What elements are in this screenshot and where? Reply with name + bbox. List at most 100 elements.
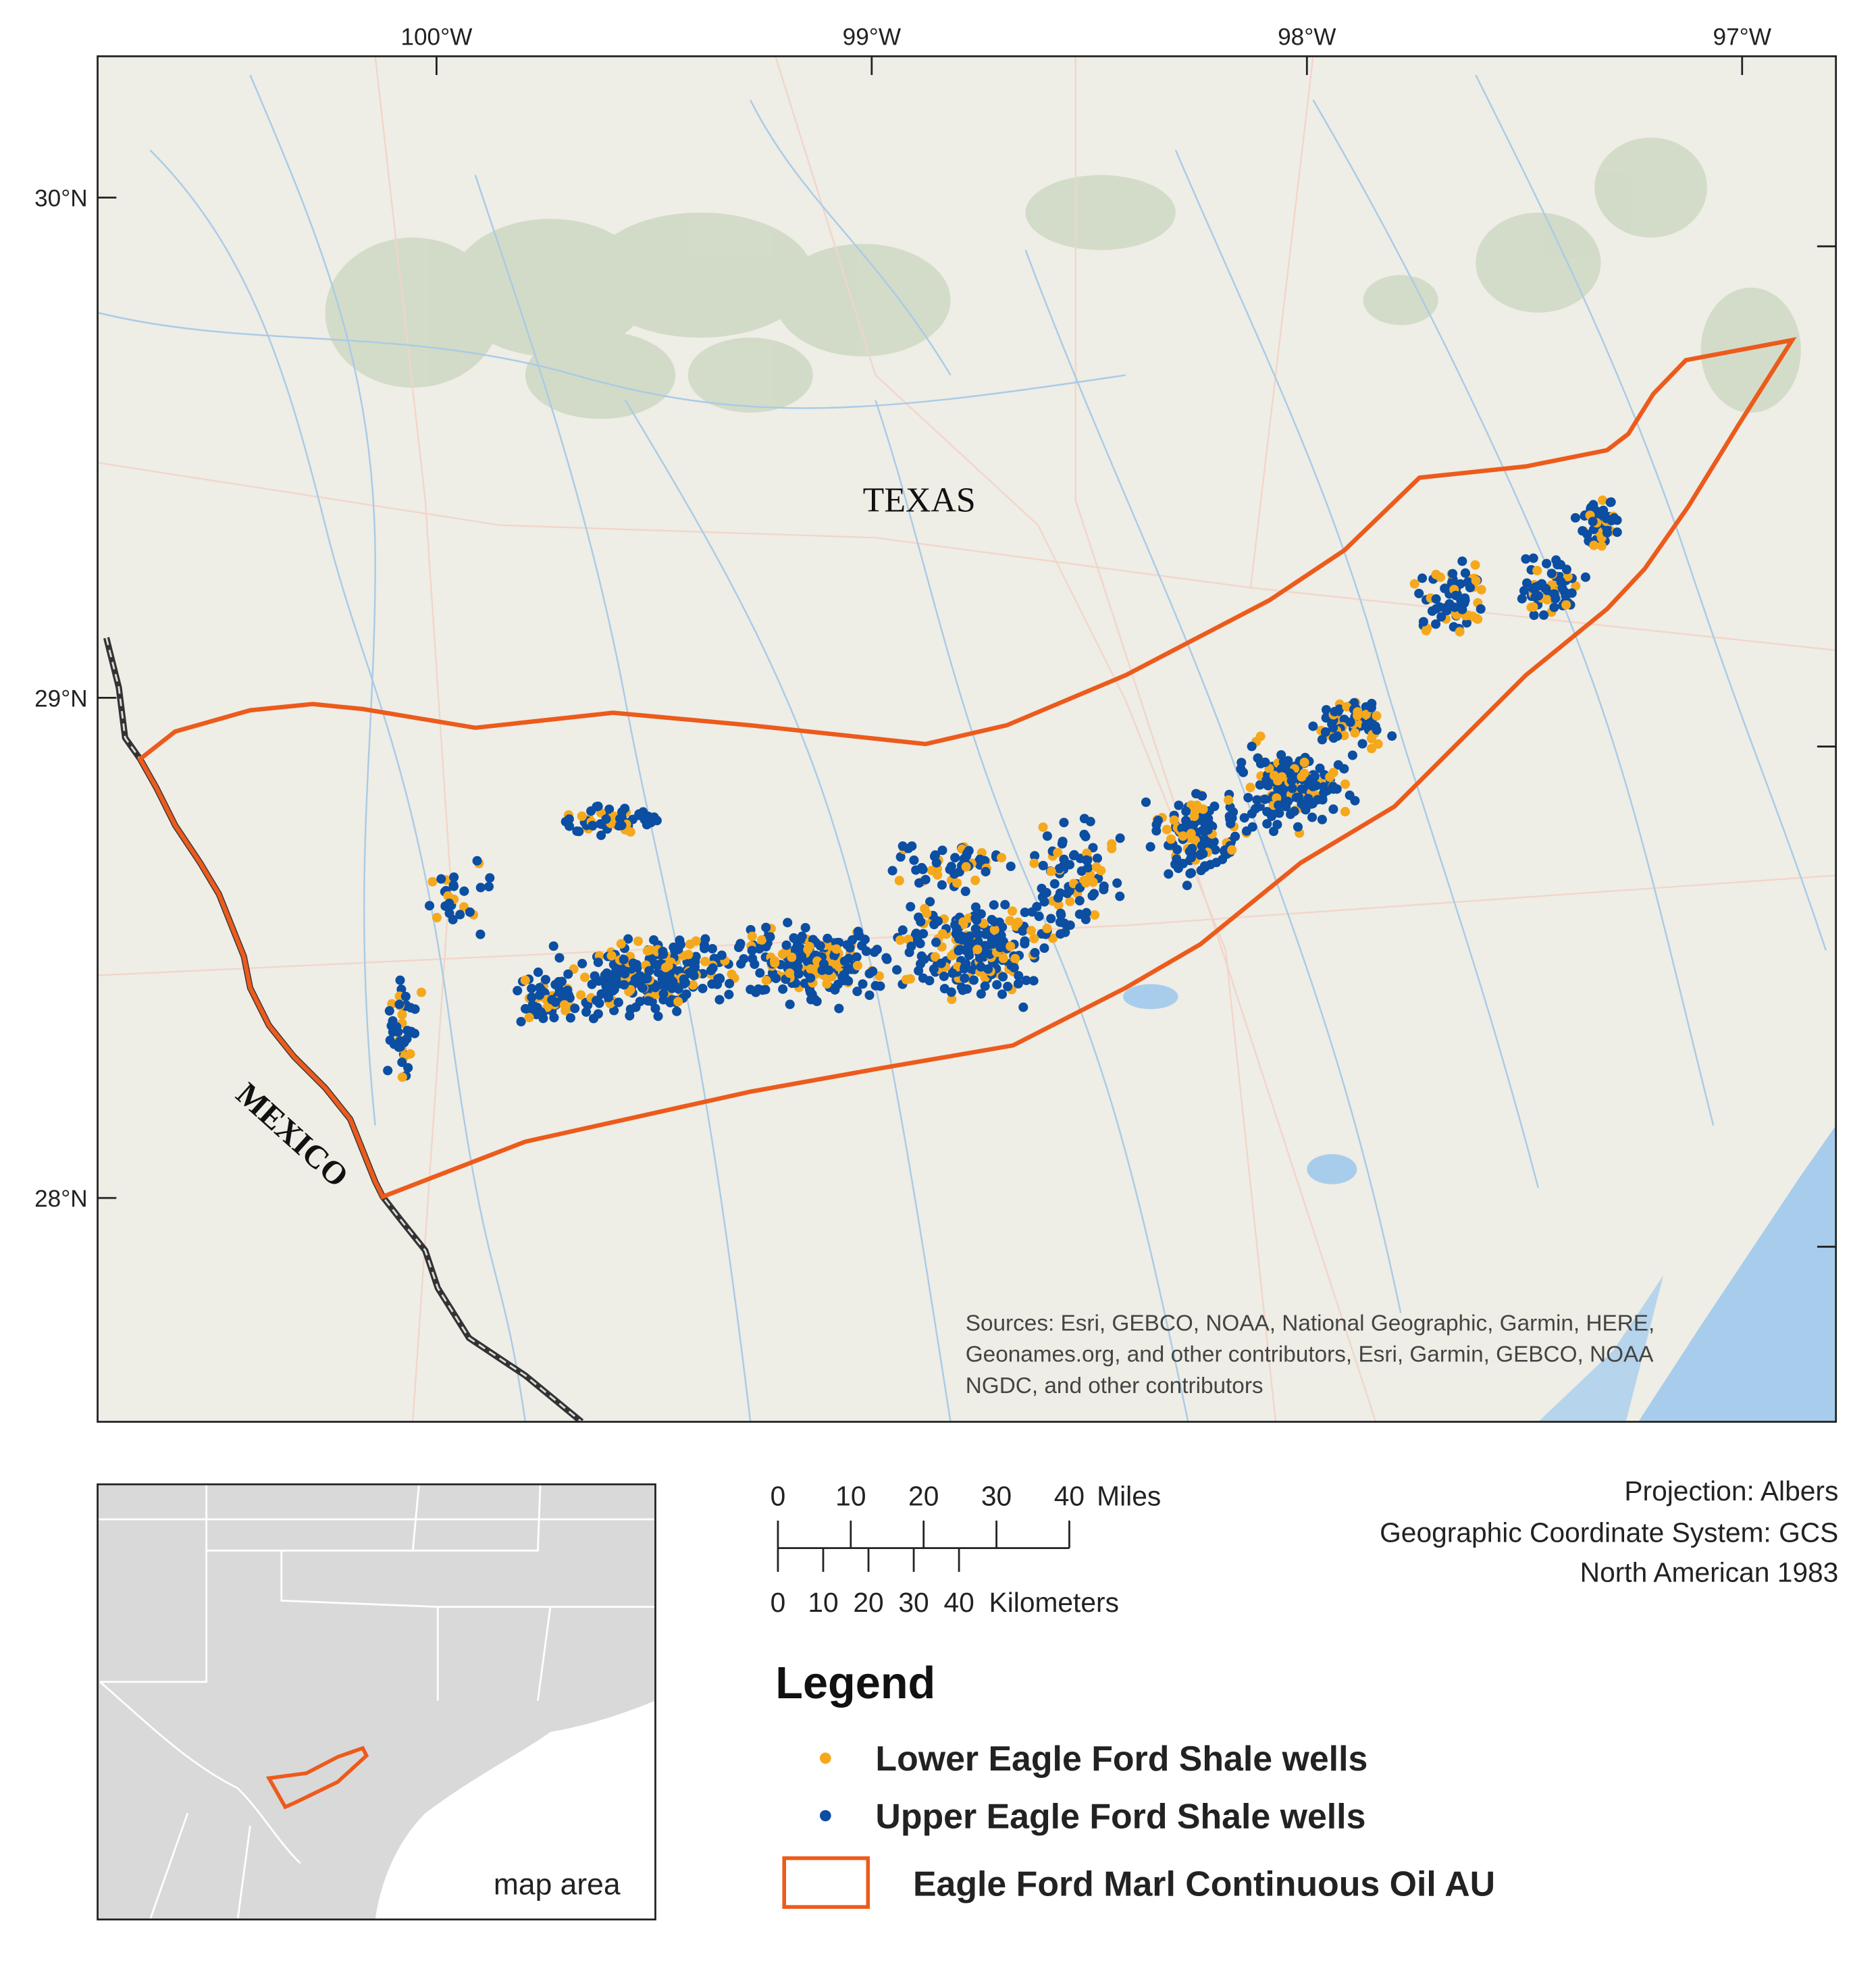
well — [1013, 978, 1023, 989]
well — [1055, 917, 1065, 927]
well — [800, 922, 810, 933]
well — [970, 913, 981, 923]
well — [960, 945, 970, 955]
well — [765, 932, 775, 942]
well — [781, 940, 791, 950]
well — [635, 997, 645, 1007]
well — [796, 934, 806, 944]
well — [402, 1034, 412, 1044]
legend-label: Upper Eagle Ford Shale wells — [875, 1796, 1365, 1835]
well — [904, 947, 914, 958]
well — [1589, 540, 1599, 550]
well — [570, 1003, 580, 1014]
well — [427, 876, 438, 887]
well — [1563, 571, 1573, 581]
well — [444, 898, 454, 908]
longitude-label: 97°W — [1713, 24, 1772, 51]
well — [1387, 731, 1397, 741]
well — [1455, 627, 1465, 637]
well — [588, 1014, 599, 1024]
well — [1198, 804, 1208, 814]
well — [698, 983, 708, 993]
well — [1571, 581, 1581, 591]
well — [1046, 866, 1056, 876]
well — [976, 962, 986, 972]
well — [1308, 721, 1318, 731]
well — [588, 820, 598, 831]
well — [1317, 735, 1327, 745]
well — [1282, 796, 1293, 806]
well — [1081, 855, 1091, 865]
well — [793, 969, 804, 979]
well — [1162, 824, 1172, 835]
well — [1247, 741, 1257, 752]
well — [1436, 612, 1447, 622]
well — [1286, 809, 1296, 819]
well — [1065, 920, 1075, 930]
well — [954, 945, 964, 956]
well — [672, 1006, 682, 1016]
well — [1315, 763, 1325, 773]
well — [950, 853, 960, 863]
well — [603, 993, 614, 1003]
well — [1020, 936, 1030, 946]
well — [970, 902, 981, 912]
well — [1582, 529, 1592, 540]
map-frame — [97, 55, 1838, 1423]
well — [1029, 858, 1039, 868]
scale-label: 10 — [808, 1587, 838, 1618]
well — [975, 854, 985, 864]
well — [939, 971, 949, 981]
well — [1357, 739, 1367, 749]
well — [957, 935, 967, 945]
well — [1431, 594, 1441, 604]
well — [1260, 757, 1270, 767]
well — [673, 997, 683, 1007]
well — [1220, 845, 1230, 856]
well — [653, 1011, 663, 1022]
well — [1455, 579, 1465, 589]
well — [625, 827, 635, 837]
well — [572, 826, 582, 836]
well — [628, 958, 638, 968]
well — [1006, 941, 1016, 951]
well — [587, 979, 597, 989]
well — [1145, 842, 1155, 852]
well — [973, 936, 983, 946]
well — [1473, 614, 1483, 624]
well — [1053, 893, 1064, 903]
well — [592, 995, 602, 1005]
well — [1272, 793, 1282, 803]
well — [930, 850, 940, 860]
well — [1363, 719, 1374, 729]
well — [970, 924, 981, 934]
well — [735, 939, 746, 949]
well — [1189, 811, 1199, 821]
well — [634, 978, 644, 988]
well — [1003, 981, 1013, 991]
well — [856, 941, 867, 951]
well — [897, 925, 908, 935]
well — [1080, 878, 1091, 888]
well — [947, 994, 957, 1005]
well — [1236, 758, 1247, 768]
well — [892, 965, 902, 975]
well — [1361, 710, 1371, 720]
well — [1006, 861, 1016, 872]
well — [667, 980, 677, 990]
well — [1074, 895, 1085, 906]
well — [485, 873, 495, 883]
well — [1080, 831, 1091, 841]
well — [1366, 703, 1376, 713]
well — [755, 968, 765, 978]
well — [673, 944, 683, 954]
well — [895, 852, 906, 862]
well — [444, 908, 454, 918]
well — [787, 952, 797, 962]
well — [1556, 577, 1566, 587]
well — [906, 901, 916, 912]
well — [1088, 877, 1098, 887]
well — [1311, 781, 1322, 791]
scale-bar: 0 10 20 30 40 Miles 0 10 20 30 40 Kilometers — [771, 1481, 1162, 1618]
well — [700, 934, 710, 944]
